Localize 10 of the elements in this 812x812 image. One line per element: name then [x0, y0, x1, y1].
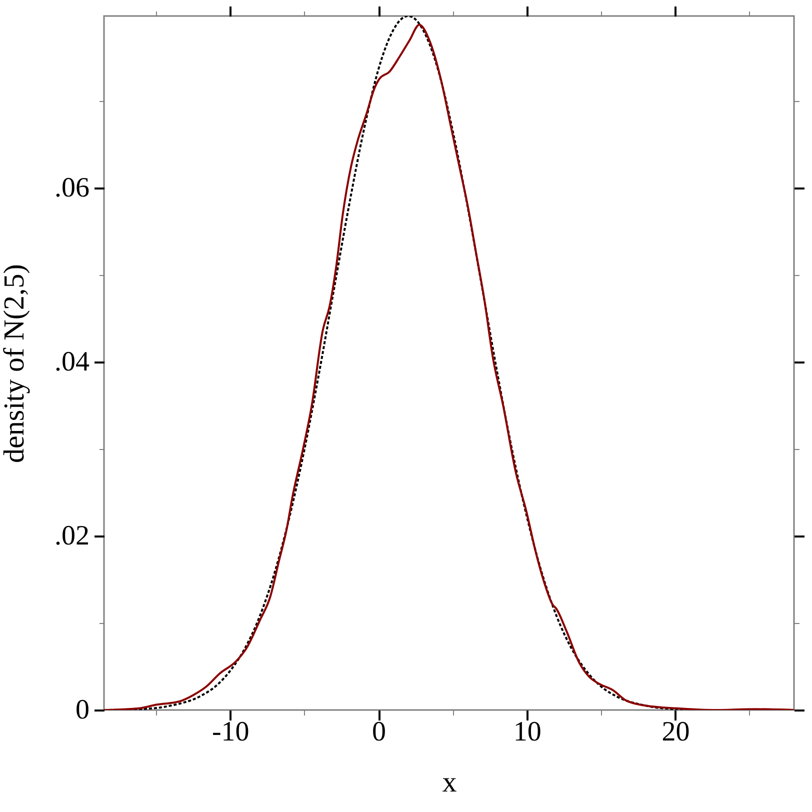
y-axis-title: density of N(2,5) [0, 264, 30, 463]
y-tick-label: .06 [54, 172, 90, 204]
x-axis-title: x [442, 766, 458, 798]
x-tick-label: 10 [513, 716, 542, 748]
x-tick-label: 0 [372, 716, 386, 748]
x-tick-label: -10 [212, 716, 250, 748]
x-tick-label: 20 [662, 716, 690, 748]
y-tick-label: .04 [54, 346, 90, 378]
y-tick-label: .02 [54, 520, 90, 552]
y-tick-label: 0 [76, 694, 90, 726]
